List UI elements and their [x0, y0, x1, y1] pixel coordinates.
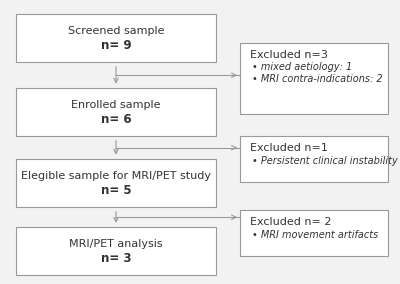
Text: • Persistent clinical instability: • Persistent clinical instability	[252, 156, 398, 166]
Text: Screened sample: Screened sample	[68, 26, 164, 36]
Text: MRI/PET analysis: MRI/PET analysis	[69, 239, 163, 249]
Text: Elegible sample for MRI/PET study: Elegible sample for MRI/PET study	[21, 171, 211, 181]
Text: • MRI movement artifacts: • MRI movement artifacts	[252, 230, 378, 240]
Bar	[240, 210, 388, 256]
Text: Excluded n=1: Excluded n=1	[250, 143, 328, 153]
Bar	[16, 14, 216, 62]
Bar	[240, 43, 388, 114]
Text: n= 3: n= 3	[101, 252, 131, 265]
Text: Enrolled sample: Enrolled sample	[71, 100, 161, 110]
Text: Excluded n= 2: Excluded n= 2	[250, 217, 332, 227]
Text: n= 5: n= 5	[101, 184, 131, 197]
Bar	[16, 88, 216, 136]
Bar	[240, 136, 388, 182]
Text: n= 6: n= 6	[101, 113, 131, 126]
Text: • MRI contra-indications: 2: • MRI contra-indications: 2	[252, 74, 383, 84]
Bar	[16, 159, 216, 207]
Bar	[16, 227, 216, 275]
Text: Excluded n=3: Excluded n=3	[250, 50, 328, 60]
Text: • mixed aetiology: 1: • mixed aetiology: 1	[252, 62, 352, 72]
Text: n= 9: n= 9	[101, 39, 131, 52]
